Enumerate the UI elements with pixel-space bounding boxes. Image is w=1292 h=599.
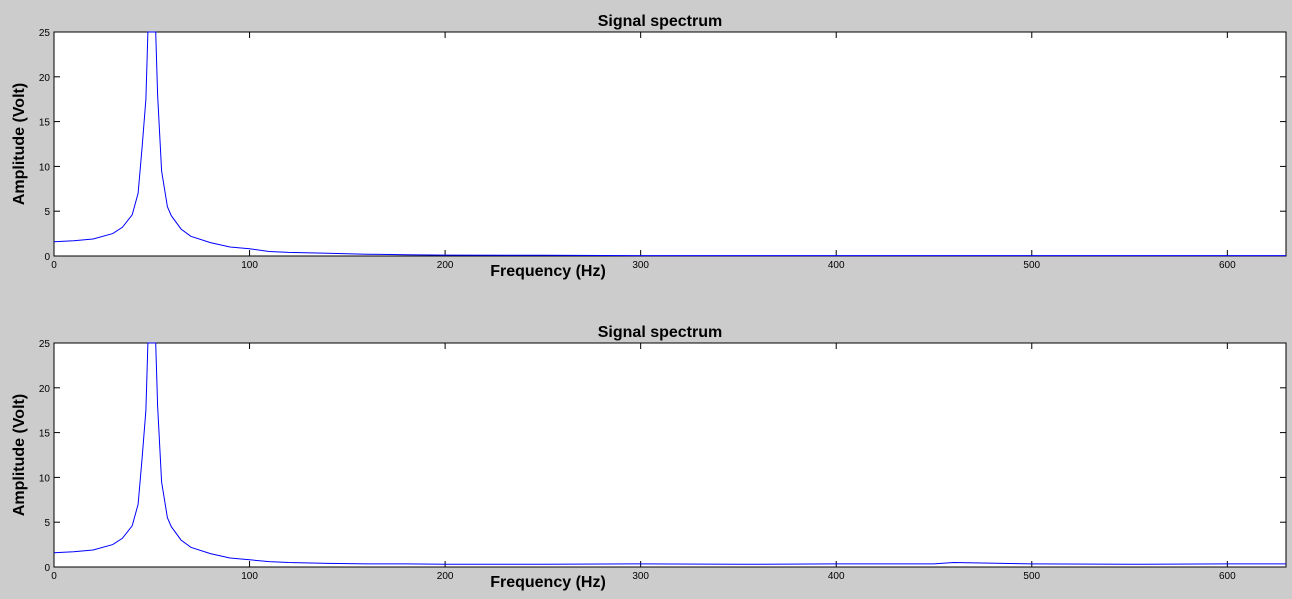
series-line-2 bbox=[53, 342, 1286, 565]
y-tick-label: 25 bbox=[39, 28, 51, 39]
spectrum-panel-1: Signal spectrum Frequency (Hz) Amplitude… bbox=[11, 13, 1287, 280]
tick-group-2: 0 100 200 300 400 500 600 0 5 10 15 20 25 bbox=[39, 339, 1286, 582]
x-tick-label: 400 bbox=[828, 260, 845, 271]
y-tick-label: 0 bbox=[44, 252, 50, 263]
y-tick-label: 20 bbox=[39, 384, 51, 395]
tick-group-1: 0 100 200 300 400 500 600 0 5 10 15 20 25 bbox=[39, 28, 1286, 271]
axes-box-1 bbox=[53, 31, 1287, 257]
x-tick-label: 300 bbox=[632, 571, 649, 582]
x-tick-label: 100 bbox=[241, 571, 258, 582]
x-tick-label: 200 bbox=[437, 260, 454, 271]
x-tick-label: 200 bbox=[437, 571, 454, 582]
spectrum-panel-2: Signal spectrum Frequency (Hz) Amplitude… bbox=[11, 324, 1287, 591]
x-axis-label-1: Frequency (Hz) bbox=[490, 263, 606, 280]
x-tick-label: 0 bbox=[51, 260, 57, 271]
y-tick-label: 5 bbox=[44, 518, 50, 529]
x-tick-label: 300 bbox=[632, 260, 649, 271]
x-tick-label: 400 bbox=[828, 571, 845, 582]
chart-title-2: Signal spectrum bbox=[598, 324, 722, 341]
x-tick-label: 600 bbox=[1219, 571, 1236, 582]
y-tick-label: 10 bbox=[39, 473, 51, 484]
x-tick-label: 500 bbox=[1023, 260, 1040, 271]
y-axis-label-2: Amplitude (Volt) bbox=[11, 394, 28, 516]
y-axis-label-1: Amplitude (Volt) bbox=[11, 83, 28, 205]
y-tick-label: 25 bbox=[39, 339, 51, 350]
x-tick-label: 600 bbox=[1219, 260, 1236, 271]
y-tick-label: 20 bbox=[39, 73, 51, 84]
x-tick-label: 0 bbox=[51, 571, 57, 582]
chart-title-1: Signal spectrum bbox=[598, 13, 722, 30]
axes-box-2 bbox=[53, 342, 1287, 568]
x-tick-label: 500 bbox=[1023, 571, 1040, 582]
y-tick-label: 5 bbox=[44, 207, 50, 218]
x-axis-label-2: Frequency (Hz) bbox=[490, 574, 606, 591]
series-line-1 bbox=[53, 31, 1286, 257]
x-tick-label: 100 bbox=[241, 260, 258, 271]
y-tick-label: 15 bbox=[39, 429, 51, 440]
y-tick-label: 10 bbox=[39, 162, 51, 173]
y-tick-label: 0 bbox=[44, 563, 50, 574]
y-tick-label: 15 bbox=[39, 118, 51, 129]
